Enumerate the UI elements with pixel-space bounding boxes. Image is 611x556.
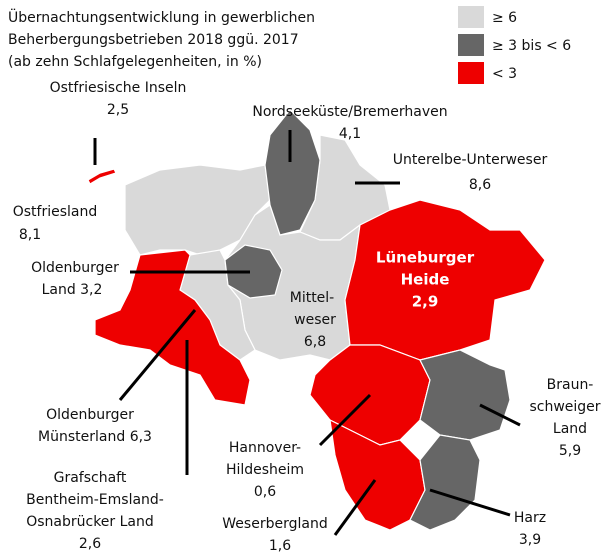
region-value: 6,8 xyxy=(304,334,326,350)
region-label: Bentheim-Emsland- xyxy=(26,492,164,508)
legend-swatch xyxy=(458,34,484,56)
region xyxy=(94,249,251,406)
region-value: 0,6 xyxy=(254,484,276,500)
region xyxy=(224,244,283,299)
region-label: Land xyxy=(553,421,587,437)
region-label: schweiger xyxy=(529,399,600,415)
region-label: Oldenburger xyxy=(31,260,119,276)
region-label: Braun- xyxy=(547,377,594,393)
region-label: weser xyxy=(294,312,336,328)
region-value: 2,5 xyxy=(107,102,129,118)
leader-line xyxy=(333,479,377,536)
region-label: Weserbergland xyxy=(222,516,327,532)
leader-line xyxy=(118,309,197,401)
region xyxy=(344,199,546,361)
region-value: 5,9 xyxy=(559,443,581,459)
region-value: 3,9 xyxy=(519,532,541,548)
legend-label: ≥ 3 bis < 6 xyxy=(492,38,571,54)
region-label: Land 3,2 xyxy=(42,282,103,298)
region-value: 2,6 xyxy=(79,536,101,552)
title-line: Übernachtungsentwicklung in gewerblichen xyxy=(8,8,315,26)
region-label: Grafschaft xyxy=(54,470,127,486)
region-label: Nordseeküste/Bremerhaven xyxy=(252,104,447,120)
region-label: Ostfriesische Inseln xyxy=(50,80,187,96)
region xyxy=(264,109,321,236)
region-label: Osnabrücker Land xyxy=(26,514,154,530)
region-label: Hildesheim xyxy=(226,462,304,478)
legend-swatch xyxy=(458,62,484,84)
region-label: Oldenburger xyxy=(46,407,134,423)
legend-label: ≥ 6 xyxy=(492,10,517,26)
region-label: Münsterland 6,3 xyxy=(38,429,152,445)
region-label: Mittel- xyxy=(290,290,335,306)
region-value: 8,6 xyxy=(469,177,491,193)
region-value: 2,9 xyxy=(412,293,439,311)
region-value: 1,6 xyxy=(269,538,291,554)
leader-line xyxy=(318,393,372,447)
region-label: Ostfriesland xyxy=(13,204,98,220)
title-line: Beherbergungsbetrieben 2018 ggü. 2017 xyxy=(8,32,299,48)
legend-swatch xyxy=(458,6,484,28)
leader-line xyxy=(479,403,521,427)
region-label: Heide xyxy=(401,271,450,289)
region-label: Hannover- xyxy=(229,440,301,456)
legend-label: < 3 xyxy=(492,66,517,82)
region-label: Harz xyxy=(514,510,546,526)
title-line: (ab zehn Schlafgelegenheiten, in %) xyxy=(8,54,262,70)
region-label: Lüneburger xyxy=(376,249,475,267)
region-value: 8,1 xyxy=(19,227,41,243)
region xyxy=(419,349,511,441)
leader-line xyxy=(429,488,511,517)
region-label: Unterelbe-Unterweser xyxy=(393,152,548,168)
region xyxy=(87,168,117,185)
region-value: 4,1 xyxy=(339,126,361,142)
region xyxy=(409,434,481,531)
